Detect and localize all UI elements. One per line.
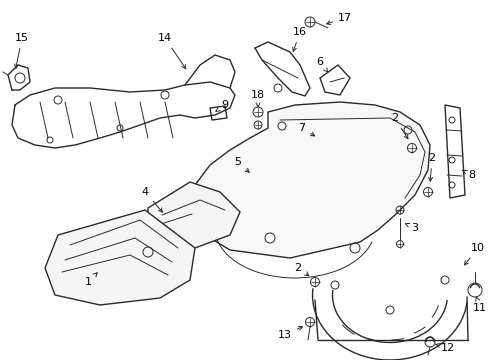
Polygon shape	[45, 210, 195, 305]
Polygon shape	[148, 182, 240, 248]
Text: 14: 14	[158, 33, 186, 69]
Text: 4: 4	[142, 187, 163, 212]
Text: 16: 16	[293, 27, 307, 51]
Text: 5: 5	[235, 157, 249, 172]
Text: 9: 9	[216, 100, 228, 111]
Text: 1: 1	[84, 273, 98, 287]
Text: 2: 2	[392, 113, 408, 139]
Text: 2: 2	[294, 263, 309, 276]
Text: 12: 12	[436, 343, 455, 353]
Text: 6: 6	[317, 57, 328, 72]
Text: 15: 15	[15, 33, 29, 68]
Text: 11: 11	[473, 297, 487, 313]
Text: 3: 3	[406, 223, 418, 233]
Text: 18: 18	[251, 90, 265, 107]
Text: 17: 17	[327, 13, 352, 24]
Text: 10: 10	[465, 243, 485, 265]
Polygon shape	[190, 102, 430, 258]
Text: 8: 8	[463, 170, 476, 180]
Text: 2: 2	[428, 153, 436, 181]
Text: 7: 7	[298, 123, 315, 136]
Text: 13: 13	[278, 327, 302, 340]
